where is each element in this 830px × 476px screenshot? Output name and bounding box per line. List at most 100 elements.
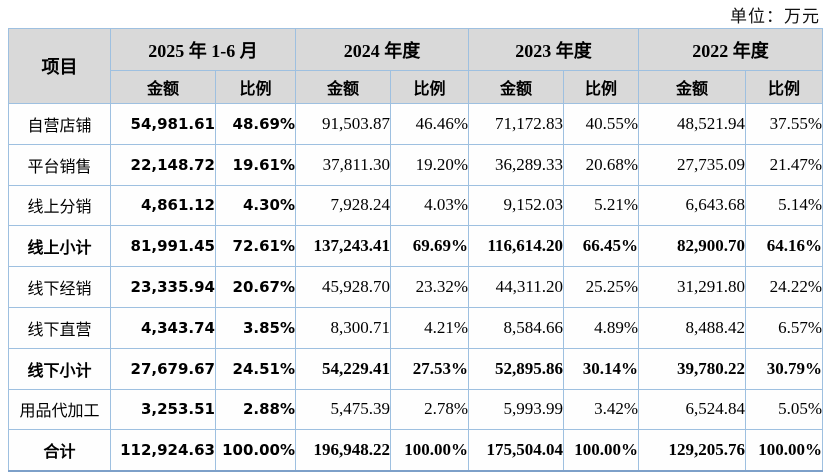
ratio-cell: 46.46%: [390, 103, 469, 145]
table-row-online-distribution: 线上分销 4,861.12 4.30% 7,928.24 4.03% 9,152…: [8, 184, 823, 227]
ratio-cell: 40.55%: [563, 103, 639, 145]
amount-cell: 48,521.94: [638, 103, 746, 145]
ratio-cell: 2.78%: [390, 388, 469, 431]
ratio-cell: 3.42%: [563, 388, 639, 431]
ratio-cell: 21.47%: [745, 143, 823, 186]
amount-cell: 112,924.63: [110, 429, 216, 472]
ratio-cell: 5.21%: [563, 184, 639, 227]
row-label: 线下直营: [8, 306, 111, 349]
ratio-cell: 4.03%: [390, 184, 469, 227]
col-header-ratio-2022: 比例: [745, 70, 823, 104]
amount-cell: 3,253.51: [110, 388, 216, 431]
row-label: 合计: [8, 429, 111, 472]
table-row-self-operated: 自营店铺 54,981.61 48.69% 91,503.87 46.46% 7…: [8, 103, 823, 145]
amount-cell: 8,488.42: [638, 306, 746, 349]
amount-cell: 5,993.99: [468, 388, 564, 431]
amount-cell: 31,291.80: [638, 266, 746, 308]
amount-cell: 81,991.45: [110, 225, 216, 268]
amount-cell: 37,811.30: [295, 143, 391, 186]
col-header-ratio-2024: 比例: [390, 70, 469, 104]
amount-cell: 6,643.68: [638, 184, 746, 227]
amount-cell: 44,311.20: [468, 266, 564, 308]
col-header-ratio-2023: 比例: [563, 70, 639, 104]
table-row-offline-subtotal: 线下小计 27,679.67 24.51% 54,229.41 27.53% 5…: [8, 347, 823, 390]
amount-cell: 116,614.20: [468, 225, 564, 268]
ratio-cell: 6.57%: [745, 306, 823, 349]
ratio-cell: 20.68%: [563, 143, 639, 186]
amount-cell: 5,475.39: [295, 388, 391, 431]
amount-cell: 196,948.22: [295, 429, 391, 472]
amount-cell: 71,172.83: [468, 103, 564, 145]
ratio-cell: 3.85%: [215, 306, 296, 349]
amount-cell: 45,928.70: [295, 266, 391, 308]
amount-cell: 91,503.87: [295, 103, 391, 145]
amount-cell: 9,152.03: [468, 184, 564, 227]
col-header-amount-2025: 金额: [110, 70, 216, 104]
ratio-cell: 20.67%: [215, 266, 296, 308]
col-group-2024: 2024 年度: [295, 28, 469, 71]
amount-cell: 6,524.84: [638, 388, 746, 431]
amount-cell: 4,343.74: [110, 306, 216, 349]
ratio-cell: 72.61%: [215, 225, 296, 268]
ratio-cell: 100.00%: [745, 429, 823, 472]
amount-cell: 8,300.71: [295, 306, 391, 349]
unit-label: 单位：万元: [730, 7, 820, 26]
col-header-amount-2023: 金额: [468, 70, 564, 104]
amount-cell: 82,900.70: [638, 225, 746, 268]
table-row-platform-sales: 平台销售 22,148.72 19.61% 37,811.30 19.20% 3…: [8, 143, 823, 186]
ratio-cell: 48.69%: [215, 103, 296, 145]
row-label: 线下经销: [8, 266, 111, 308]
row-label: 线上小计: [8, 225, 111, 268]
table-row-offline-dealer: 线下经销 23,335.94 20.67% 45,928.70 23.32% 4…: [8, 266, 823, 308]
ratio-cell: 4.21%: [390, 306, 469, 349]
amount-cell: 22,148.72: [110, 143, 216, 186]
amount-cell: 54,981.61: [110, 103, 216, 145]
ratio-cell: 100.00%: [563, 429, 639, 472]
table-row-total: 合计 112,924.63 100.00% 196,948.22 100.00%…: [8, 429, 823, 472]
ratio-cell: 64.16%: [745, 225, 823, 268]
ratio-cell: 19.61%: [215, 143, 296, 186]
ratio-cell: 37.55%: [745, 103, 823, 145]
ratio-cell: 27.53%: [390, 347, 469, 390]
ratio-cell: 23.32%: [390, 266, 469, 308]
row-label: 自营店铺: [8, 103, 111, 145]
row-label: 线下小计: [8, 347, 111, 390]
amount-cell: 23,335.94: [110, 266, 216, 308]
col-group-2023: 2023 年度: [468, 28, 639, 71]
ratio-cell: 24.51%: [215, 347, 296, 390]
amount-cell: 175,504.04: [468, 429, 564, 472]
ratio-cell: 5.05%: [745, 388, 823, 431]
ratio-cell: 69.69%: [390, 225, 469, 268]
ratio-cell: 25.25%: [563, 266, 639, 308]
row-label: 平台销售: [8, 143, 111, 186]
amount-cell: 7,928.24: [295, 184, 391, 227]
ratio-cell: 24.22%: [745, 266, 823, 308]
amount-cell: 52,895.86: [468, 347, 564, 390]
col-header-item: 项目: [8, 28, 111, 104]
ratio-cell: 66.45%: [563, 225, 639, 268]
amount-cell: 129,205.76: [638, 429, 746, 472]
col-header-amount-2024: 金额: [295, 70, 391, 104]
amount-cell: 8,584.66: [468, 306, 564, 349]
amount-cell: 39,780.22: [638, 347, 746, 390]
ratio-cell: 100.00%: [390, 429, 469, 472]
table-row-offline-direct: 线下直营 4,343.74 3.85% 8,300.71 4.21% 8,584…: [8, 306, 823, 349]
col-group-2025: 2025 年 1-6 月: [110, 28, 296, 71]
row-label: 用品代加工: [8, 388, 111, 431]
col-header-amount-2022: 金额: [638, 70, 746, 104]
amount-cell: 54,229.41: [295, 347, 391, 390]
row-label: 线上分销: [8, 184, 111, 227]
ratio-cell: 4.89%: [563, 306, 639, 349]
ratio-cell: 19.20%: [390, 143, 469, 186]
amount-cell: 27,679.67: [110, 347, 216, 390]
ratio-cell: 5.14%: [745, 184, 823, 227]
amount-cell: 4,861.12: [110, 184, 216, 227]
col-header-ratio-2025: 比例: [215, 70, 296, 104]
table-header: 项目 2025 年 1-6 月 2024 年度 2023 年度 2022 年度 …: [8, 28, 823, 104]
table-row-online-subtotal: 线上小计 81,991.45 72.61% 137,243.41 69.69% …: [8, 225, 823, 268]
ratio-cell: 2.88%: [215, 388, 296, 431]
col-group-2022: 2022 年度: [638, 28, 823, 71]
table-row-oem-products: 用品代加工 3,253.51 2.88% 5,475.39 2.78% 5,99…: [8, 388, 823, 431]
ratio-cell: 30.79%: [745, 347, 823, 390]
